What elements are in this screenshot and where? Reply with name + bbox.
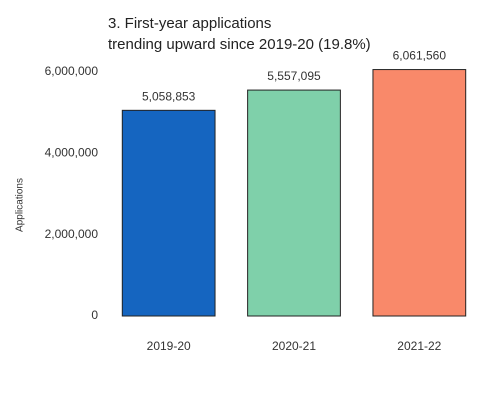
value-label: 5,557,095 bbox=[267, 69, 321, 83]
value-label: 6,061,560 bbox=[393, 49, 447, 63]
y-axis-label: Applications bbox=[15, 178, 26, 232]
chart-title: 3. First-year applications bbox=[108, 15, 271, 32]
x-tick-label: 2020-21 bbox=[272, 339, 316, 353]
x-tick-label: 2019-20 bbox=[147, 339, 191, 353]
y-tick-label: 6,000,000 bbox=[45, 64, 99, 78]
value-label: 5,058,853 bbox=[142, 90, 196, 104]
y-tick-label: 4,000,000 bbox=[45, 146, 99, 160]
chart-subtitle: trending upward since 2019-20 (19.8%) bbox=[108, 36, 371, 53]
x-tick-label: 2021-22 bbox=[397, 339, 441, 353]
y-tick-label: 2,000,000 bbox=[45, 227, 99, 241]
y-tick-label: 0 bbox=[91, 308, 98, 322]
bar bbox=[247, 89, 341, 317]
bar bbox=[372, 69, 467, 317]
bar bbox=[121, 109, 216, 317]
